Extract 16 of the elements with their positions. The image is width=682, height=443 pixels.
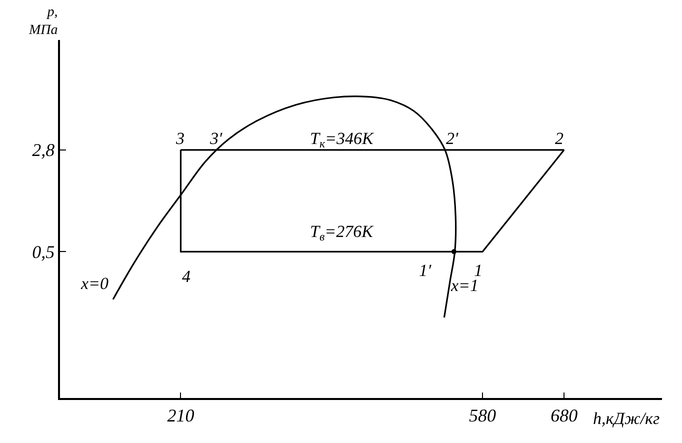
x-tick-label: 580: [469, 405, 496, 426]
y-axis-title: p, МПа: [28, 5, 58, 38]
x-tick-label: 680: [550, 405, 578, 426]
y-tick-label: 2,8: [32, 140, 55, 160]
annotation: 2′: [446, 129, 458, 148]
annotation: x=0: [80, 274, 110, 293]
annotation: T$_{в}$=276К: [310, 222, 375, 244]
annotation: 3: [175, 129, 184, 148]
annotation: T$_{к}$=346К: [310, 129, 376, 151]
annotation: 2: [555, 129, 564, 148]
y-tick-label: 0,5: [32, 242, 55, 262]
annotation: 3′: [209, 129, 222, 148]
x-tick-label: 210: [167, 405, 194, 426]
annotation: 4: [182, 267, 191, 286]
annotation: 1′: [419, 261, 432, 280]
x-axis-title: h,кДж/кг: [593, 409, 660, 428]
